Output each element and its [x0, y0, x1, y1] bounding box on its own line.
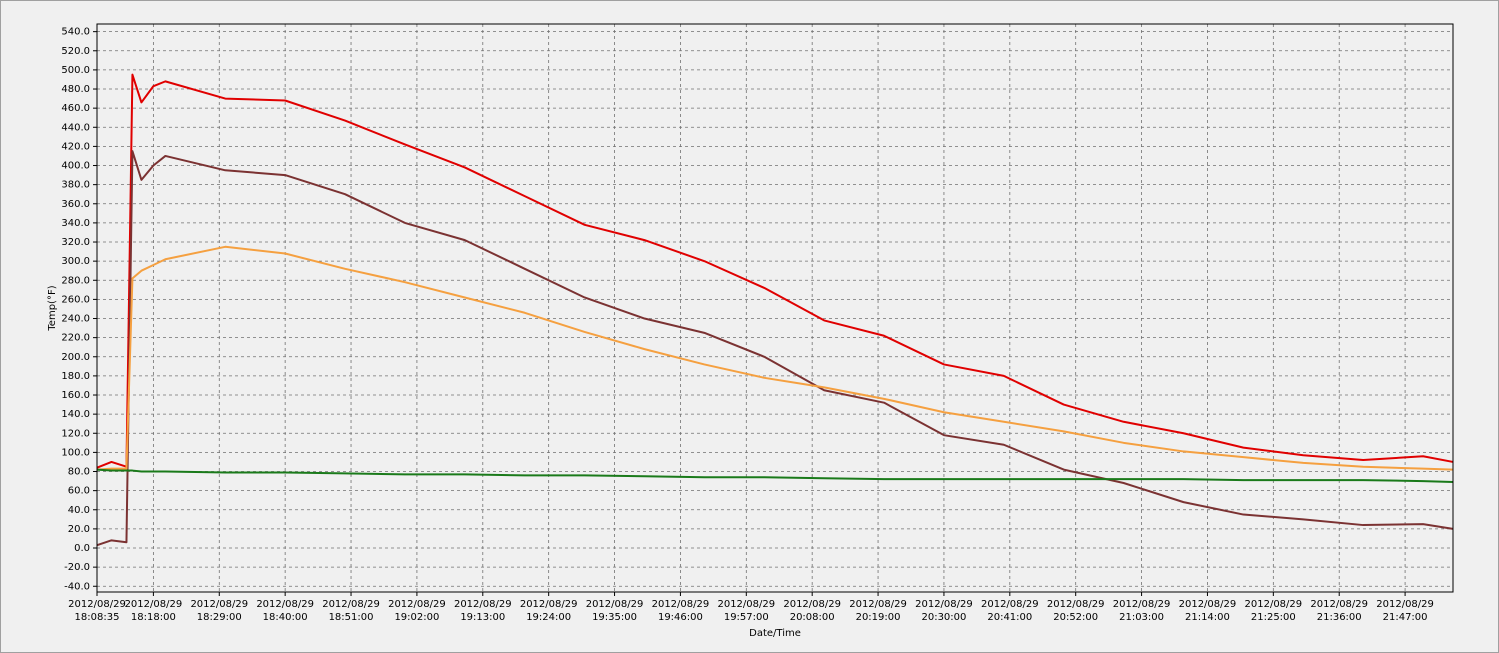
y-tick-label: 540.0 [61, 27, 90, 38]
x-axis-title: Date/Time [749, 628, 801, 639]
y-tick-label: 480.0 [61, 84, 90, 95]
plot-area [97, 24, 1453, 592]
x-tick-label: 2012/08/29 19:57:00 [717, 599, 776, 623]
y-tick-label: 40.0 [68, 505, 90, 516]
y-tick-label: 260.0 [61, 294, 90, 305]
x-tick-label: 2012/08/29 20:30:00 [915, 599, 973, 623]
y-tick-label: 140.0 [61, 409, 90, 420]
y-tick-label: 0.0 [74, 543, 90, 554]
y-tick-label: -20.0 [64, 562, 90, 573]
x-tick-label: 2012/08/29 21:36:00 [1310, 599, 1369, 623]
series-line [96, 245, 1454, 471]
x-tick-label: 2012/08/29 20:41:00 [980, 599, 1039, 623]
x-tick-label: 2012/08/29 18:18:00 [124, 599, 183, 623]
y-tick-label: 20.0 [68, 524, 90, 535]
x-tick-label: 2012/08/29 20:08:00 [783, 599, 841, 623]
y-tick-label: 60.0 [68, 486, 90, 497]
y-tick-label: 180.0 [61, 371, 90, 382]
x-tick-label: 2012/08/29 18:29:00 [190, 599, 249, 623]
x-tick-label: 2012/08/29 18:40:00 [256, 599, 314, 623]
x-tick-label: 2012/08/29 21:14:00 [1178, 599, 1237, 623]
x-tick-label: 2012/08/29 21:03:00 [1112, 599, 1171, 623]
grid [93, 24, 1453, 596]
y-tick-label: 300.0 [61, 256, 90, 267]
y-tick-label: 340.0 [61, 218, 90, 229]
x-tick-label: 2012/08/29 20:52:00 [1046, 599, 1105, 623]
x-tick-label: 2012/08/29 19:46:00 [651, 599, 710, 623]
y-tick-label: 200.0 [61, 352, 90, 363]
x-tick-label: 2012/08/29 19:02:00 [388, 599, 446, 623]
x-tick-label: 2012/08/29 20:19:00 [849, 599, 907, 623]
series-line [96, 73, 1454, 469]
y-tick-label: 100.0 [61, 447, 90, 458]
y-tick-label: 80.0 [68, 467, 90, 478]
y-tick-label: 420.0 [61, 141, 90, 152]
x-tick-label: 2012/08/29 21:47:00 [1376, 599, 1434, 623]
y-tick-label: 400.0 [61, 161, 90, 172]
y-tick-label: 160.0 [61, 390, 90, 401]
x-tick-label: 2012/08/29 19:13:00 [453, 599, 512, 623]
lines [96, 73, 1454, 547]
y-tick-label: 120.0 [61, 428, 90, 439]
y-tick-label: 520.0 [61, 46, 90, 57]
y-tick-label: 280.0 [61, 275, 90, 286]
y-tick-label: 320.0 [61, 237, 90, 248]
y-tick-label: 220.0 [61, 333, 90, 344]
y-tick-label: 240.0 [61, 314, 90, 325]
y-tick-label: 460.0 [61, 103, 90, 114]
y-tick-label: 360.0 [61, 199, 90, 210]
series-line [96, 150, 1454, 547]
y-tick-label: 440.0 [61, 122, 90, 133]
y-tick-label: 500.0 [61, 65, 90, 76]
y-axis-title: Temp(°F) [47, 285, 58, 331]
y-tick-label: 380.0 [61, 180, 90, 191]
plot-border [96, 23, 1454, 593]
y-tick-label: -40.0 [64, 581, 90, 592]
series-line [96, 468, 1454, 484]
x-tick-label: 2012/08/29 21:25:00 [1244, 599, 1303, 623]
x-tick-label: 2012/08/29 18:51:00 [322, 599, 380, 623]
x-tick-label: 2012/08/29 19:24:00 [519, 599, 578, 623]
x-tick-label: 2012/08/29 19:35:00 [585, 599, 644, 623]
x-tick-label: 2012/08/29 18:08:35 [68, 599, 126, 623]
